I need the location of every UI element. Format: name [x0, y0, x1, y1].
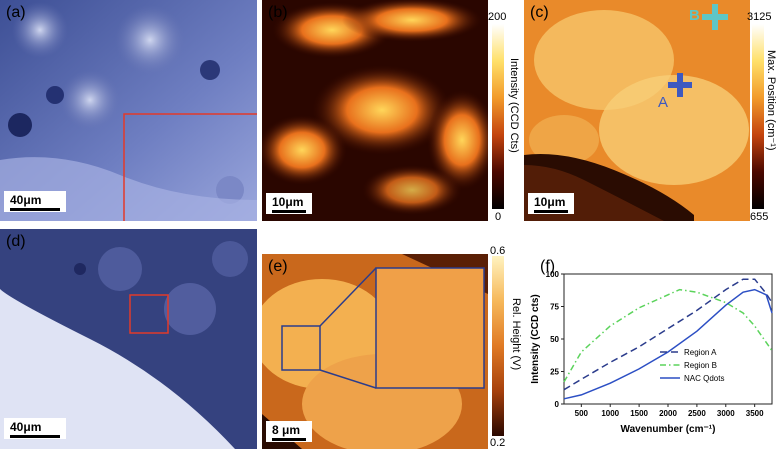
panel-c-scale-text: 10μm [534, 195, 566, 209]
zoom-region [281, 325, 321, 371]
series-line-2 [563, 288, 773, 383]
chart-series [563, 278, 773, 400]
panel-c-colorbar-max: 3125 [747, 11, 772, 23]
x-axis-label: Wavenumber (cm⁻¹) [621, 424, 716, 435]
panel-c-label: (c) [530, 4, 549, 21]
legend-entry: Region B [684, 361, 717, 370]
region-outline [123, 113, 257, 221]
y-tick-label: 25 [550, 368, 559, 377]
panel-d-scalebar: 40μm [4, 418, 66, 439]
panel-e-label: (e) [268, 258, 288, 275]
panel-a-microscope-image: (a) 40μm [0, 0, 257, 221]
panel-b-image [262, 0, 488, 221]
scale-bar-line [10, 435, 60, 438]
chart-legend: Region A Region B NAC Qdots [660, 348, 724, 383]
x-tick-label: 3000 [717, 409, 735, 418]
marker-b-label: B [689, 7, 700, 24]
x-tick-label: 1500 [630, 409, 648, 418]
legend-entry: NAC Qdots [684, 374, 724, 383]
panel-e-image [262, 254, 488, 449]
panel-c-colorbar [752, 24, 764, 209]
scale-bar-line [272, 438, 306, 441]
panel-c-colorbar-min: 655 [750, 211, 769, 223]
panel-a-scalebar: 40μm [4, 191, 66, 212]
panel-a-label: (a) [6, 4, 26, 21]
panel-e-height-map: (e) 8 μm [262, 254, 488, 449]
panel-b-scalebar: 10μm [266, 193, 312, 214]
panel-b-intensity-map: (b) 10μm [262, 0, 488, 221]
panel-c-colorbar-title: Max. Position (cm⁻¹) [765, 50, 777, 151]
y-tick-label: 0 [555, 400, 560, 409]
zoom-inset [375, 267, 485, 389]
panel-f-label: (f) [540, 258, 556, 275]
panel-d-label: (d) [6, 233, 26, 250]
region-outline [129, 294, 169, 334]
panel-c-scalebar: 10μm [528, 193, 574, 214]
series-line-1 [563, 278, 773, 391]
marker-b-cross [702, 4, 728, 30]
scale-bar-line [272, 210, 306, 213]
panel-b-colorbar-max: 200 [488, 11, 507, 23]
panel-e-colorbar [492, 256, 504, 436]
spectra-chart: 0 25 50 75 100 500 1000 1500 2000 2500 3000 3500 Wav… [530, 270, 773, 435]
legend-entry: Region A [684, 348, 717, 357]
scale-bar-line [10, 208, 60, 211]
y-tick-label: 50 [550, 335, 559, 344]
panel-b-label: (b) [268, 4, 288, 21]
marker-a-label: A [658, 94, 669, 111]
panel-d-image [0, 229, 257, 449]
panel-d-scale-text: 40μm [10, 420, 42, 434]
panel-c-image [524, 0, 750, 221]
x-tick-label: 3500 [746, 409, 764, 418]
panel-b-scale-text: 10μm [272, 195, 304, 209]
x-tick-label: 500 [575, 409, 589, 418]
panel-d-microscope-image: (d) 40μm [0, 229, 257, 449]
x-tick-label: 2500 [688, 409, 706, 418]
panel-e-colorbar-max: 0.6 [490, 245, 506, 257]
y-tick-label: 100 [546, 270, 560, 279]
panel-e-colorbar-min: 0.2 [490, 437, 506, 449]
scale-bar-line [534, 210, 568, 213]
y-tick-label: 75 [550, 303, 559, 312]
x-tick-label: 1000 [601, 409, 619, 418]
panel-a-image [0, 0, 257, 221]
panel-c-position-map: (c) B A 10μm [524, 0, 750, 221]
panel-a-scale-text: 40μm [10, 193, 42, 207]
panel-b-colorbar-min: 0 [495, 211, 502, 223]
x-tick-label: 2000 [659, 409, 677, 418]
marker-a-cross [668, 73, 692, 97]
panel-e-scale-text: 8 μm [272, 423, 301, 437]
panel-b-colorbar [492, 24, 504, 209]
y-axis-label: Intensity (CCD cts) [530, 294, 541, 383]
panel-b-colorbar-title: Intensity (CCD Cts) [508, 58, 520, 153]
panel-e-colorbar-title: Rel. Height (V) [510, 298, 522, 371]
panel-e-scalebar: 8 μm [266, 421, 312, 442]
chart-axes: 0 25 50 75 100 500 1000 1500 2000 2500 3000 3500 Wav… [530, 270, 773, 435]
series-line-3 [563, 288, 773, 400]
